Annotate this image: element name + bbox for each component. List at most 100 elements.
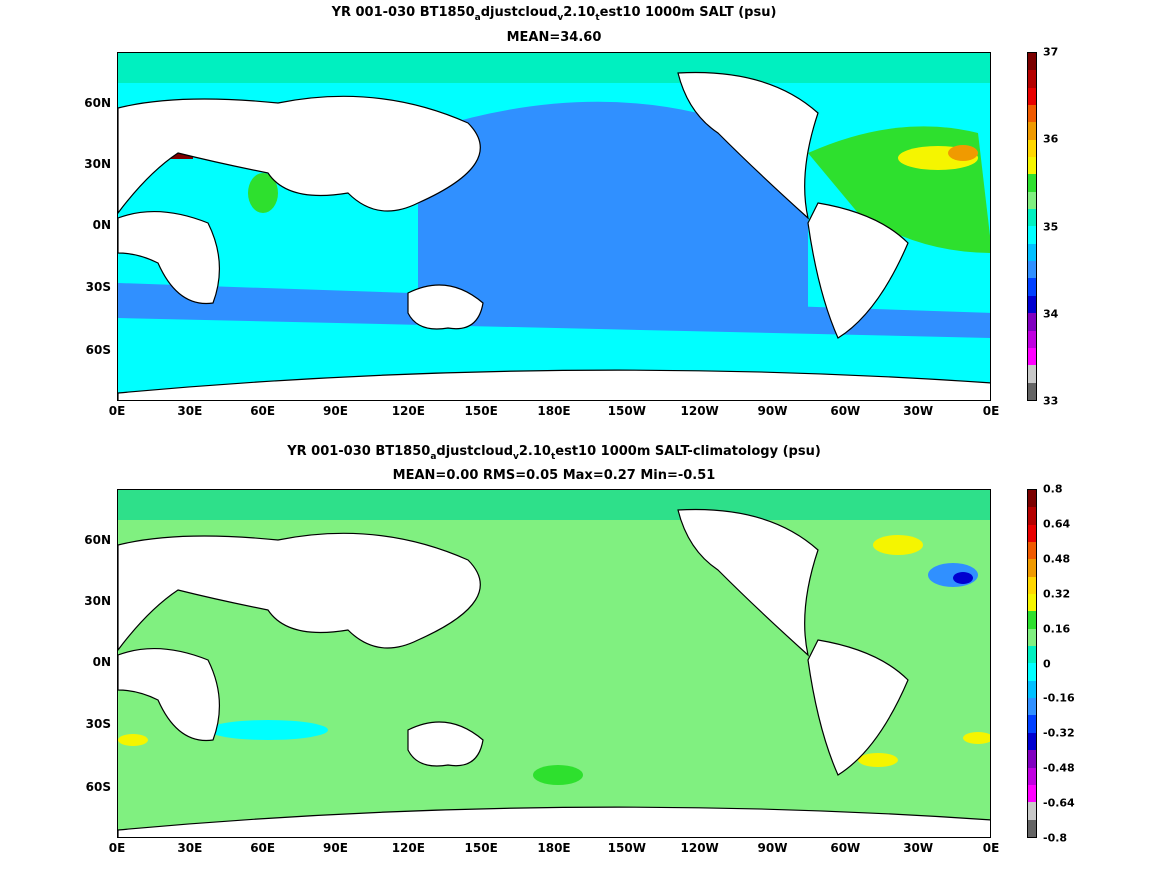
map1-plot: [117, 52, 991, 401]
y-tick-label: 30S: [85, 279, 111, 294]
colorbar-swatch: [1028, 784, 1036, 803]
colorbar-swatch: [1028, 680, 1036, 699]
colorbar-swatch: [1028, 576, 1036, 595]
colorbar-swatch: [1028, 209, 1036, 227]
colorbar-swatch: [1028, 646, 1036, 664]
x-tick-label: 0E: [108, 404, 126, 418]
colorbar-label: 33: [1043, 394, 1059, 408]
map2-plot: [117, 489, 991, 838]
x-tick-label: 120W: [680, 841, 719, 855]
colorbar-label: -0.8: [1043, 831, 1068, 845]
map1-title: YR 001-030 BT1850adjustcloudv2.10test10 …: [331, 5, 777, 23]
y-tick-label: 60N: [84, 95, 111, 110]
x-tick-label: 90E: [323, 404, 348, 418]
colorbar-swatch: [1028, 105, 1036, 123]
colorbar-label: -0.16: [1043, 691, 1075, 705]
x-tick-label: 90W: [757, 841, 788, 855]
colorbar-swatch: [1028, 767, 1036, 785]
colorbar-swatch: [1028, 313, 1036, 331]
colorbar-swatch: [1028, 87, 1036, 106]
x-tick-label: 30W: [903, 404, 934, 418]
colorbar-label: -0.32: [1043, 726, 1075, 740]
colorbar-swatch: [1028, 330, 1036, 348]
colorbar-label: 0.16: [1043, 622, 1071, 636]
colorbar-swatch: [1028, 70, 1036, 88]
colorbar-swatch: [1028, 715, 1036, 733]
colorbar-swatch: [1028, 698, 1036, 716]
colorbar-swatch: [1028, 594, 1036, 612]
x-tick-label: 90E: [323, 841, 348, 855]
colorbar-swatch: [1028, 507, 1036, 525]
colorbar-swatch: [1028, 750, 1036, 768]
colorbar-swatch: [1028, 278, 1036, 296]
map1-pacific-fresh: [418, 101, 808, 320]
x-tick-label: 60E: [250, 404, 276, 418]
y-tick-label: 0N: [92, 654, 111, 669]
y-tick-label: 60S: [85, 780, 111, 795]
colorbar-label: 36: [1043, 132, 1059, 146]
x-tick-label: 60W: [830, 841, 861, 855]
y-tick-label: 30N: [84, 593, 111, 608]
colorbar-swatch: [1028, 819, 1036, 837]
colorbar-swatch: [1028, 226, 1036, 244]
map2-land: [118, 508, 990, 837]
x-tick-label: 150W: [607, 841, 646, 855]
x-tick-label: 0E: [982, 841, 1000, 855]
y-tick-label: 30N: [84, 156, 111, 171]
y-tick-label: 60S: [85, 343, 111, 358]
colorbar-swatch: [1028, 524, 1036, 543]
y-tick-label: 0N: [92, 217, 111, 232]
colorbar-label: 35: [1043, 220, 1059, 233]
y-tick-label: 30S: [85, 716, 111, 731]
x-tick-label: 120E: [391, 404, 425, 418]
colorbar-swatch: [1028, 542, 1036, 560]
map1-svg: [118, 53, 990, 400]
colorbar-swatch: [1028, 295, 1036, 314]
x-tick-label: 90W: [757, 404, 788, 418]
x-tick-label: 30E: [177, 841, 203, 855]
colorbar-label: -0.48: [1043, 761, 1075, 775]
colorbar-label: 0.32: [1043, 587, 1071, 601]
y-tick-label: 60N: [84, 532, 111, 547]
colorbar-swatch: [1028, 559, 1036, 577]
map2-stats: MEAN=0.00 RMS=0.05 Max=0.27 Min=-0.51: [392, 468, 716, 483]
colorbar-swatch: [1028, 122, 1036, 140]
x-tick-label: 30W: [903, 841, 934, 855]
x-tick-label: 150E: [464, 841, 498, 855]
colorbar-swatch: [1028, 802, 1036, 820]
x-tick-label: 0E: [982, 404, 1000, 418]
map1-colorbar: [1027, 52, 1037, 401]
colorbar-swatch: [1028, 365, 1036, 383]
x-tick-label: 180E: [537, 841, 571, 855]
map1-stats: MEAN=34.60: [506, 30, 602, 45]
map2-colorbar: [1027, 489, 1037, 838]
colorbar-swatch: [1028, 732, 1036, 751]
colorbar-swatch: [1028, 347, 1036, 366]
x-tick-label: 120E: [391, 841, 425, 855]
colorbar-label: -0.64: [1043, 796, 1075, 810]
colorbar-swatch: [1028, 139, 1036, 158]
colorbar-swatch: [1028, 53, 1036, 71]
colorbar-swatch: [1028, 261, 1036, 279]
x-tick-label: 150E: [464, 404, 498, 418]
colorbar-label: 37: [1043, 45, 1059, 59]
map2-svg: [118, 490, 990, 837]
colorbar-swatch: [1028, 191, 1036, 210]
colorbar-swatch: [1028, 157, 1036, 175]
x-tick-label: 30E: [177, 404, 203, 418]
colorbar-swatch: [1028, 611, 1036, 629]
x-tick-label: 150W: [607, 404, 646, 418]
map2-title: YR 001-030 BT1850adjustcloudv2.10test10 …: [287, 444, 821, 462]
colorbar-swatch: [1028, 243, 1036, 262]
colorbar-swatch: [1028, 382, 1036, 400]
colorbar-swatch: [1028, 174, 1036, 192]
colorbar-label: 0.48: [1043, 552, 1071, 566]
x-tick-label: 0E: [108, 841, 126, 855]
colorbar-label: 34: [1043, 307, 1059, 321]
x-tick-label: 120W: [680, 404, 719, 418]
x-tick-label: 180E: [537, 404, 571, 418]
colorbar-label: 0.64: [1043, 517, 1071, 531]
map1-land: [118, 71, 990, 400]
colorbar-swatch: [1028, 663, 1036, 681]
colorbar-label: 0: [1043, 657, 1051, 670]
